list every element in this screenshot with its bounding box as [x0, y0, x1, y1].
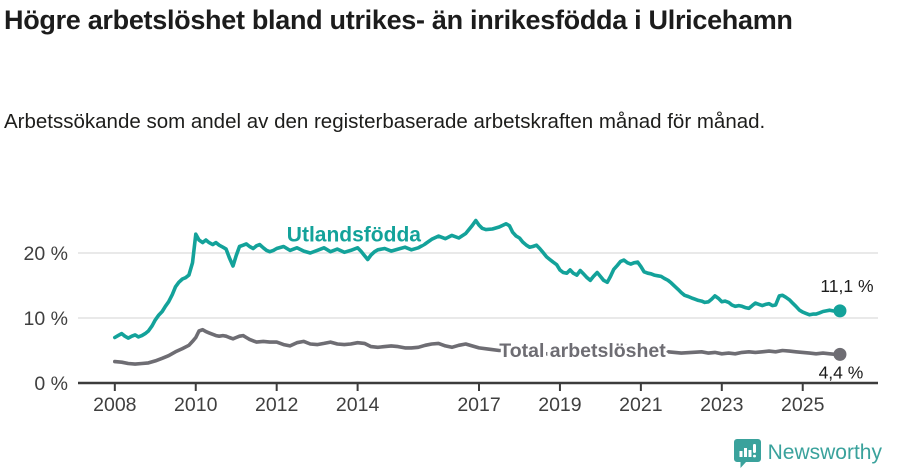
end-value-label: 11,1 % [820, 276, 873, 296]
series-line-utlandsfodda [113, 218, 842, 340]
x-axis-tick-label: 2014 [336, 394, 380, 416]
series-line-total [113, 327, 842, 366]
brand-footer: Newsworthy [733, 438, 882, 468]
x-axis-tick-label: 2017 [457, 394, 500, 416]
page-subtitle: Arbetssökande som andel av den registerb… [4, 110, 766, 133]
x-axis-tick-label: 2008 [93, 394, 136, 416]
x-axis-tick-label: 2010 [174, 394, 218, 416]
series-label-utlandsfodda: Utlandsfödda [287, 223, 421, 246]
y-axis-tick-label: 10 % [24, 308, 68, 330]
x-axis-tick-label: 2019 [538, 394, 581, 416]
x-axis-tick-label: 2021 [619, 394, 662, 416]
x-axis-tick-label: 2023 [700, 394, 743, 416]
y-axis-tick-label: 0 % [34, 373, 68, 395]
series-label-total: Total arbetslöshet [499, 340, 666, 362]
y-axis-tick-label: 20 % [24, 243, 68, 265]
end-value-label: 4,4 % [819, 362, 864, 382]
brand-name: Newsworthy [767, 441, 882, 464]
series-end-dot-total [833, 347, 847, 361]
newsworthy-logo-icon [733, 439, 761, 468]
x-axis-tick-label: 2025 [781, 394, 825, 416]
x-axis-tick-label: 2012 [255, 394, 298, 416]
page-title: Högre arbetslöshet bland utrikes- än inr… [4, 5, 793, 35]
series-end-dot-utlandsfodda [833, 304, 847, 318]
